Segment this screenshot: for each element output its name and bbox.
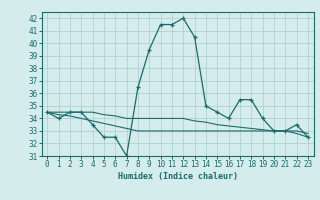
X-axis label: Humidex (Indice chaleur): Humidex (Indice chaleur) (118, 172, 237, 181)
